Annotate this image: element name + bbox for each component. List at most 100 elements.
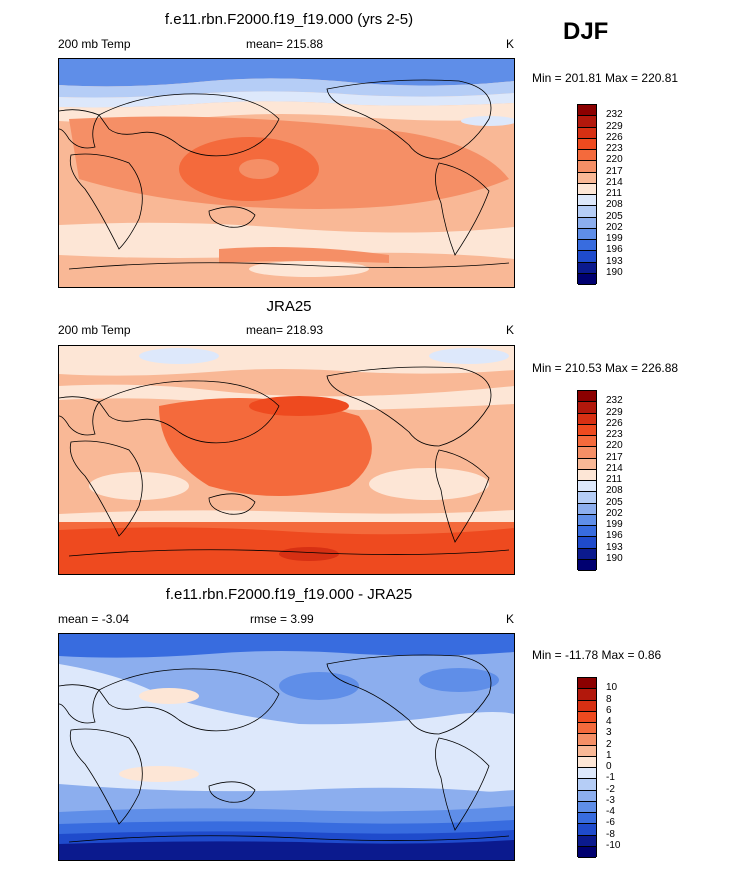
colorbar-cell [578, 779, 596, 791]
colorbar-cell [578, 206, 596, 218]
colorbar-tick-label: 1 [606, 749, 612, 761]
colorbar-tick-label: 223 [606, 429, 623, 440]
colorbar-cell [578, 228, 596, 240]
colorbar-cell [578, 273, 596, 285]
colorbar-cell [578, 150, 596, 162]
colorbar-tick-label: 214 [606, 176, 623, 188]
colorbar-tick-label: 199 [606, 233, 623, 244]
colorbar-tick-label: 0 [606, 761, 612, 772]
colorbar-tick-label: 217 [606, 165, 623, 177]
panel-1-range: Min = 201.81 Max = 220.81 [532, 71, 679, 85]
colorbar-cell [578, 469, 596, 481]
colorbar-tick-label: 229 [606, 120, 623, 132]
colorbar-tick-label: 193 [606, 541, 623, 553]
colorbar-cell [578, 678, 596, 690]
colorbar-cell [578, 172, 596, 184]
colorbar-tick-label: 226 [606, 131, 623, 143]
colorbar-cell [578, 526, 596, 538]
colorbar-cell [578, 161, 596, 173]
colorbar-cell [578, 824, 596, 836]
panel-1-colorbar [577, 104, 597, 285]
colorbar-cell [578, 251, 596, 263]
colorbar-tick-label: 220 [606, 440, 623, 452]
colorbar-cell [578, 537, 596, 549]
colorbar-tick-label: -2 [606, 783, 615, 795]
colorbar-tick-label: 4 [606, 716, 612, 727]
colorbar-cell [578, 768, 596, 780]
panel-2-colorbar [577, 390, 597, 571]
panel-2-map [58, 345, 515, 575]
colorbar-cell [578, 548, 596, 560]
panel-1-map [58, 58, 515, 288]
colorbar-cell [578, 138, 596, 150]
colorbar-tick-label: 229 [606, 406, 623, 418]
panel-2-title: JRA25 [266, 298, 312, 315]
colorbar-cell [578, 711, 596, 723]
colorbar-tick-label: 3 [606, 727, 612, 739]
colorbar-tick-label: 202 [606, 507, 623, 519]
colorbar-cell [578, 105, 596, 117]
colorbar-cell [578, 413, 596, 425]
panel-3-units: K [506, 612, 515, 626]
colorbar-cell [578, 801, 596, 813]
colorbar-tick-label: 208 [606, 199, 623, 211]
colorbar-tick-label: -3 [606, 794, 615, 806]
colorbar-tick-label: 217 [606, 451, 623, 463]
colorbar-tick-label: 226 [606, 417, 623, 429]
colorbar-tick-label: -10 [606, 839, 621, 851]
colorbar-cell [578, 481, 596, 493]
colorbar-tick-label: -4 [606, 806, 615, 817]
colorbar-cell [578, 436, 596, 448]
colorbar-cell [578, 813, 596, 825]
colorbar-cell [578, 723, 596, 735]
colorbar-cell [578, 217, 596, 229]
colorbar-cell [578, 391, 596, 403]
colorbar-tick-label: 190 [606, 266, 623, 278]
colorbar-tick-label: 211 [606, 188, 622, 199]
colorbar-cell [578, 846, 596, 858]
colorbar-tick-label: 232 [606, 395, 623, 407]
panel-3-mean-label: mean = -3.04 [58, 612, 130, 626]
panel-2-left-label: 200 mb Temp [58, 323, 131, 337]
colorbar-cell [578, 195, 596, 207]
colorbar-cell [578, 127, 596, 139]
panel-3-rmse-label: rmse = 3.99 [250, 612, 314, 626]
colorbar-tick-label: 196 [606, 244, 623, 256]
panel-1-units: K [506, 37, 515, 51]
colorbar-tick-label: 10 [606, 682, 618, 694]
panel-3-range: Min = -11.78 Max = 0.86 [532, 648, 662, 662]
colorbar-cell [578, 835, 596, 847]
colorbar-cell [578, 447, 596, 459]
colorbar-tick-label: 190 [606, 552, 623, 564]
colorbar-cell [578, 240, 596, 252]
colorbar-tick-label: 193 [606, 255, 623, 267]
colorbar-tick-label: -8 [606, 828, 615, 840]
colorbar-tick-label: 205 [606, 496, 623, 508]
colorbar-cell [578, 424, 596, 436]
colorbar-tick-label: 2 [606, 738, 612, 750]
colorbar-cell [578, 183, 596, 195]
colorbar-cell [578, 745, 596, 757]
panel-3-title: f.e11.rbn.F2000.f19_f19.000 - JRA25 [165, 586, 413, 603]
colorbar-tick-label: 232 [606, 109, 623, 121]
panel-1-left-label: 200 mb Temp [58, 37, 131, 51]
colorbar-tick-label: 202 [606, 221, 623, 233]
panel-2-units: K [506, 323, 515, 337]
colorbar-cell [578, 790, 596, 802]
colorbar-cell [578, 116, 596, 128]
panel-2-range: Min = 210.53 Max = 226.88 [532, 361, 679, 375]
colorbar-tick-label: 211 [606, 474, 622, 485]
colorbar-cell [578, 402, 596, 414]
colorbar-cell [578, 458, 596, 470]
colorbar-cell [578, 559, 596, 571]
colorbar-tick-label: -1 [606, 772, 615, 784]
colorbar-cell [578, 756, 596, 768]
colorbar-cell [578, 503, 596, 515]
colorbar-cell [578, 262, 596, 274]
colorbar-tick-label: 220 [606, 154, 623, 166]
panel-1-center-label: mean= 215.88 [246, 37, 324, 51]
colorbar-cell [578, 734, 596, 746]
colorbar-tick-label: 223 [606, 143, 623, 154]
colorbar-tick-label: 208 [606, 485, 623, 497]
panel-1-title: f.e11.rbn.F2000.f19_f19.000 (yrs 2-5) [164, 11, 414, 28]
